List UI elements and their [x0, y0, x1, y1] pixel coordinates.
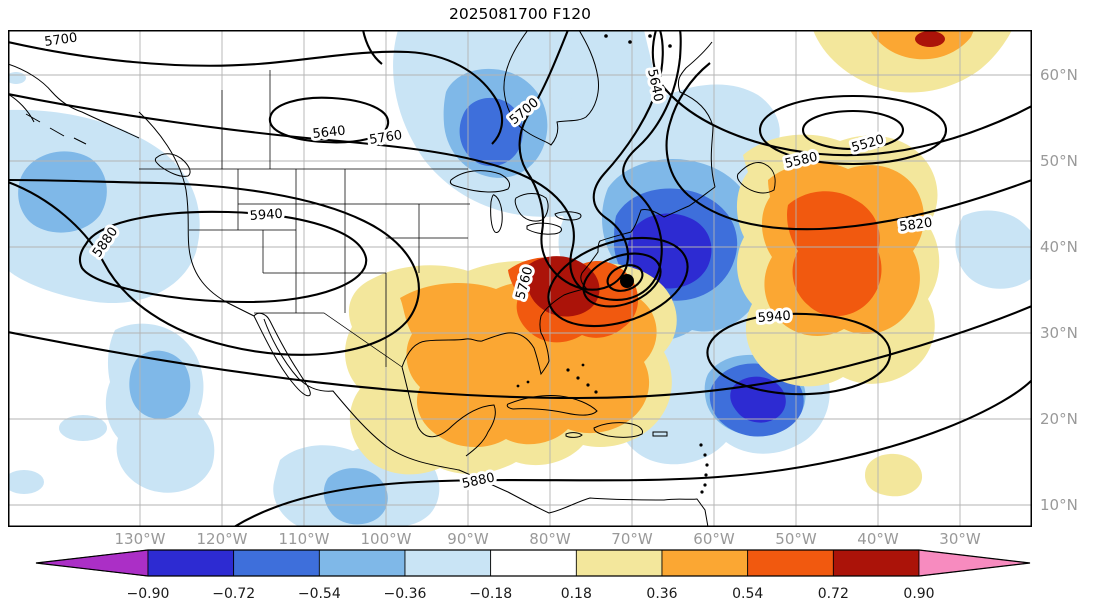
colorbar-segment [661, 549, 749, 577]
colorbar-tick-label: −0.36 [384, 586, 427, 602]
colorbar-segment [575, 549, 663, 577]
contour-line [8, 305, 1032, 400]
colorbar-segment [233, 549, 320, 577]
colorbar-tick-label: −0.90 [127, 586, 170, 602]
contour-label: 5640 [312, 124, 346, 142]
colorbar-tick-label: −0.54 [298, 586, 341, 602]
lon-tick-label: 50°W [775, 530, 817, 548]
colorbar: −0.90 −0.72 −0.54 −0.36 −0.18 0.18 0.36 … [35, 549, 1031, 602]
colorbar-tick-label: −0.18 [469, 586, 512, 602]
height-contours [8, 30, 1032, 527]
contour-label: 5940 [757, 309, 791, 326]
lat-tick-label: 30°N [1040, 324, 1078, 342]
contour-ring-mid [582, 252, 662, 308]
map-canvas: 5700 5640 5760 5700 5640 5580 5520 5820 … [8, 28, 1032, 527]
contour-ring-outer [547, 236, 689, 328]
lon-tick-label: 80°W [529, 530, 571, 548]
contour-line [665, 62, 1032, 231]
contour-line [651, 30, 1032, 157]
lon-tick-label: 120°W [196, 530, 248, 548]
colorbar-tick-label: −0.72 [212, 586, 255, 602]
anomaly-shading [8, 30, 1032, 527]
lon-tick-label: 110°W [278, 530, 330, 548]
lon-tick-label: 30°W [939, 530, 981, 548]
contour-label: 5940 [249, 207, 283, 224]
contour-line [8, 30, 682, 301]
colorbar-tick-label: 0.18 [561, 586, 592, 602]
colorbar-tick-label: 0.90 [903, 586, 934, 602]
colorbar-arrow-left [35, 549, 149, 577]
colorbar-arrow-right [918, 549, 1031, 577]
lon-tick-label: 90°W [447, 530, 489, 548]
graticule [8, 30, 1032, 527]
colorbar-segment [404, 549, 492, 577]
contour-ring-inner [606, 264, 644, 292]
lat-tick-label: 50°N [1040, 152, 1078, 170]
lon-tick-label: 40°W [857, 530, 899, 548]
great-lakes [449, 170, 582, 235]
contour-line [268, 96, 390, 144]
colorbar-segment [747, 549, 834, 577]
chart-title: 2025081700 F120 [448, 5, 592, 23]
colorbar-outline [35, 549, 1031, 577]
lon-tick-label: 130°W [114, 530, 166, 548]
lat-tick-label: 60°N [1040, 66, 1078, 84]
contour-line [706, 312, 892, 396]
lon-tick-label: 70°W [611, 530, 653, 548]
coastline-mainland [138, 30, 776, 527]
lon-tick-label: 60°W [693, 530, 735, 548]
shading-level-p4 [527, 31, 945, 317]
coastlines [8, 30, 776, 527]
colorbar-tick-label: 0.36 [646, 586, 677, 602]
lon-tick-label: 100°W [360, 530, 412, 548]
contour-label: 5760 [368, 128, 403, 148]
lat-tick-label: 10°N [1040, 496, 1078, 514]
lat-tick-label: 20°N [1040, 410, 1078, 428]
contour-line [758, 94, 948, 166]
contour-line [801, 109, 905, 151]
colorbar-segment [832, 549, 920, 577]
colorbar-tick-label: 0.54 [732, 586, 763, 602]
island-dots [516, 34, 709, 494]
contour-line [8, 40, 504, 145]
contour-line [8, 178, 420, 356]
contour-line [518, 30, 664, 291]
colorbar-segment [318, 549, 406, 577]
colorbar-tick-label: 0.72 [818, 586, 849, 602]
map-frame [8, 30, 1032, 527]
colorbar-segment [147, 549, 235, 577]
colorbar-segment [490, 549, 577, 577]
lat-tick-label: 40°N [1040, 238, 1078, 256]
contour-line [361, 30, 383, 65]
shading-level-m4 [627, 213, 786, 423]
contour-line [78, 210, 368, 304]
storm-marker [620, 274, 634, 288]
map-area: 5700 5640 5760 5700 5640 5580 5520 5820 … [8, 28, 1032, 527]
contour-label: 5700 [43, 31, 78, 50]
contour-line [233, 379, 1032, 527]
